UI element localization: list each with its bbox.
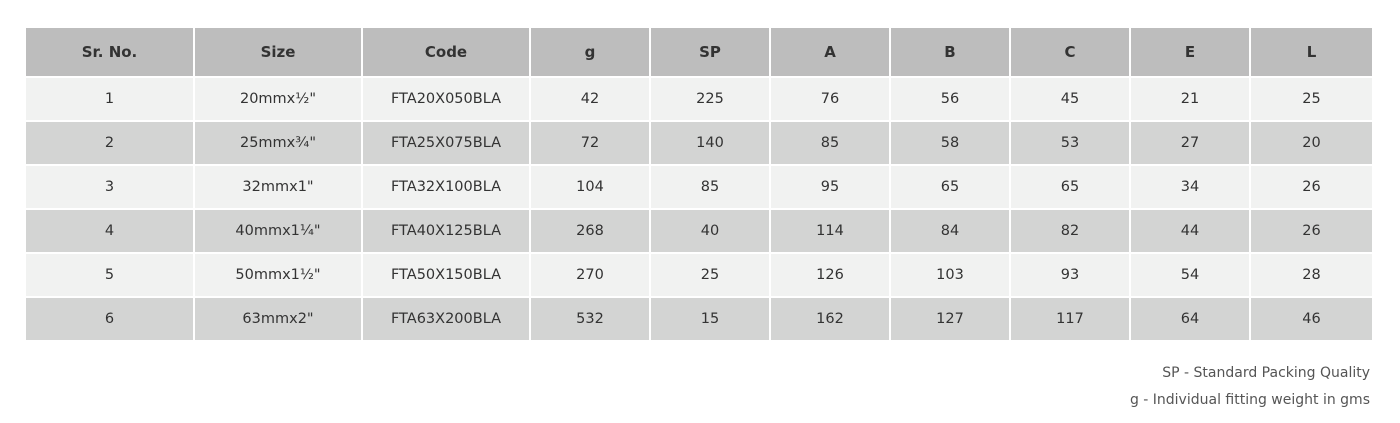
cell-e: 27 xyxy=(1130,121,1251,166)
table-row: 4 40mmx1¼" FTA40X125BLA 268 40 114 84 82 44 26 xyxy=(26,209,1372,254)
cell-c: 82 xyxy=(1010,209,1131,254)
cell-sr-no: 6 xyxy=(26,297,195,340)
cell-size: 20mmx½" xyxy=(194,77,363,122)
cell-sp: 225 xyxy=(650,77,771,122)
cell-sp: 85 xyxy=(650,165,771,210)
cell-g: 270 xyxy=(530,253,651,298)
cell-size: 32mmx1" xyxy=(194,165,363,210)
header-row: Sr. No. Size Code g SP A B C E L xyxy=(26,28,1372,78)
cell-b: 58 xyxy=(890,121,1011,166)
footnote-sp: SP - Standard Packing Quality xyxy=(1162,365,1370,381)
table-row: 1 20mmx½" FTA20X050BLA 42 225 76 56 45 21 25 xyxy=(26,77,1372,122)
cell-sr-no: 5 xyxy=(26,253,195,298)
cell-e: 64 xyxy=(1130,297,1251,340)
cell-l: 28 xyxy=(1250,253,1372,298)
cell-e: 54 xyxy=(1130,253,1251,298)
cell-sr-no: 4 xyxy=(26,209,195,254)
cell-a: 162 xyxy=(770,297,891,340)
header-c: C xyxy=(1010,28,1131,78)
header-g: g xyxy=(530,28,651,78)
cell-g: 104 xyxy=(530,165,651,210)
cell-g: 532 xyxy=(530,297,651,340)
cell-sp: 25 xyxy=(650,253,771,298)
cell-size: 63mmx2" xyxy=(194,297,363,340)
cell-size: 25mmx¾" xyxy=(194,121,363,166)
header-code: Code xyxy=(362,28,531,78)
table-row: 5 50mmx1½" FTA50X150BLA 270 25 126 103 93 54 28 xyxy=(26,253,1372,298)
cell-b: 103 xyxy=(890,253,1011,298)
cell-a: 126 xyxy=(770,253,891,298)
cell-e: 34 xyxy=(1130,165,1251,210)
table-body: 1 20mmx½" FTA20X050BLA 42 225 76 56 45 21 25 2 25mm… xyxy=(26,77,1372,340)
header-a: A xyxy=(770,28,891,78)
footnotes: SP - Standard Packing Quality g - Indivi… xyxy=(1130,360,1370,414)
cell-l: 20 xyxy=(1250,121,1372,166)
cell-b: 65 xyxy=(890,165,1011,210)
cell-b: 127 xyxy=(890,297,1011,340)
cell-size: 50mmx1½" xyxy=(194,253,363,298)
header-e: E xyxy=(1130,28,1251,78)
footnote-g: g - Individual fitting weight in gms xyxy=(1129,392,1370,408)
cell-c: 65 xyxy=(1010,165,1131,210)
header-sr-no: Sr. No. xyxy=(26,28,195,78)
cell-code: FTA32X100BLA xyxy=(362,165,531,210)
cell-code: FTA25X075BLA xyxy=(362,121,531,166)
cell-b: 56 xyxy=(890,77,1011,122)
table-row: 6 63mmx2" FTA63X200BLA 532 15 162 127 117 64 46 xyxy=(26,297,1372,340)
cell-a: 95 xyxy=(770,165,891,210)
header-b: B xyxy=(890,28,1011,78)
cell-a: 76 xyxy=(770,77,891,122)
cell-g: 268 xyxy=(530,209,651,254)
cell-l: 25 xyxy=(1250,77,1372,122)
cell-l: 26 xyxy=(1250,209,1372,254)
header-size: Size xyxy=(194,28,363,78)
product-spec-table: Sr. No. Size Code g SP A B C E L 1 20mmx½… xyxy=(26,28,1372,340)
table-row: 3 32mmx1" FTA32X100BLA 104 85 95 65 65 34 26 xyxy=(26,165,1372,210)
cell-sp: 140 xyxy=(650,121,771,166)
cell-g: 42 xyxy=(530,77,651,122)
cell-code: FTA20X050BLA xyxy=(362,77,531,122)
cell-a: 114 xyxy=(770,209,891,254)
cell-c: 93 xyxy=(1010,253,1131,298)
table-row: 2 25mmx¾" FTA25X075BLA 72 140 85 58 53 27 20 xyxy=(26,121,1372,166)
cell-l: 26 xyxy=(1250,165,1372,210)
header-l: L xyxy=(1250,28,1372,78)
cell-g: 72 xyxy=(530,121,651,166)
cell-code: FTA50X150BLA xyxy=(362,253,531,298)
cell-code: FTA40X125BLA xyxy=(362,209,531,254)
cell-b: 84 xyxy=(890,209,1011,254)
table-header: Sr. No. Size Code g SP A B C E L xyxy=(26,28,1372,78)
cell-sp: 40 xyxy=(650,209,771,254)
cell-c: 117 xyxy=(1010,297,1131,340)
header-sp: SP xyxy=(650,28,771,78)
cell-sr-no: 2 xyxy=(26,121,195,166)
cell-e: 21 xyxy=(1130,77,1251,122)
cell-a: 85 xyxy=(770,121,891,166)
cell-e: 44 xyxy=(1130,209,1251,254)
cell-sr-no: 1 xyxy=(26,77,195,122)
cell-size: 40mmx1¼" xyxy=(194,209,363,254)
cell-l: 46 xyxy=(1250,297,1372,340)
cell-c: 45 xyxy=(1010,77,1131,122)
cell-c: 53 xyxy=(1010,121,1131,166)
cell-sp: 15 xyxy=(650,297,771,340)
cell-sr-no: 3 xyxy=(26,165,195,210)
cell-code: FTA63X200BLA xyxy=(362,297,531,340)
